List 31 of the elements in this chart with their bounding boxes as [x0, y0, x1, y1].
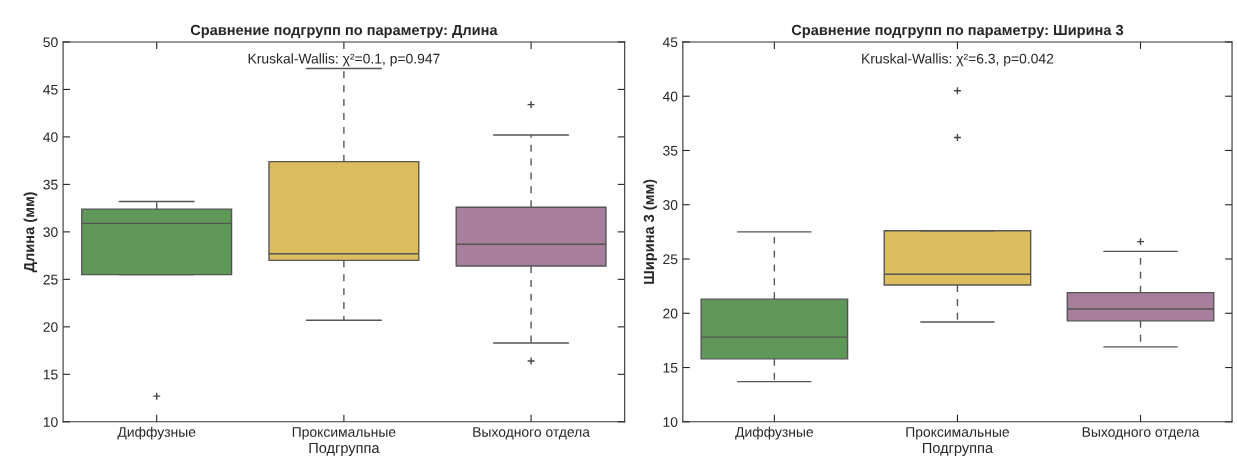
y-tick-label: 15 [663, 363, 678, 373]
annotation: Kruskal-Wallis: χ²=0.1, p=0.947 [248, 53, 440, 67]
y-tick-label: 10 [43, 417, 58, 427]
y-tick-label: 25 [663, 254, 678, 265]
y-tick-label: 40 [662, 91, 678, 102]
y-tick-label: 40 [43, 132, 58, 143]
chart-title: Сравнение подгрупп по параметру: Ширина 3 [791, 24, 1124, 39]
y-tick-label: 35 [43, 179, 58, 190]
y-tick-label: 50 [43, 37, 58, 48]
x-tick-label: Диффузные [117, 426, 196, 440]
x-tick-label: Выходного отдела [473, 427, 590, 440]
x-tick-label: Проксимальные [292, 427, 396, 440]
y-tick-label: 15 [43, 369, 58, 380]
x-tick-label: Диффузные [735, 426, 814, 440]
y-tick-label: 30 [663, 200, 678, 210]
y-tick-label: 20 [663, 308, 678, 319]
annotation: Kruskal-Wallis: χ²=6.3, p=0.042 [862, 53, 1054, 67]
y-tick-label: 45 [662, 37, 678, 48]
x-tick-label: Проксимальные [906, 427, 1009, 440]
y-tick-label: 45 [43, 84, 58, 95]
y-tick-label: 25 [43, 274, 58, 285]
y-axis-title: Длина (мм) [23, 192, 38, 273]
y-tick-label: 35 [663, 145, 678, 156]
y-axis-title: Ширина 3 (мм) [643, 179, 657, 284]
y-tick-label: 20 [43, 322, 58, 333]
x-axis-title: Подгруппа [309, 442, 380, 456]
y-tick-label: 10 [663, 417, 678, 427]
x-axis-title: Подгруппа [923, 442, 994, 456]
x-tick-label: Выходного отдела [1082, 427, 1200, 440]
chart-title: Сравнение подгрупп по параметру: Длина [190, 24, 498, 39]
y-tick-label: 30 [43, 227, 58, 238]
